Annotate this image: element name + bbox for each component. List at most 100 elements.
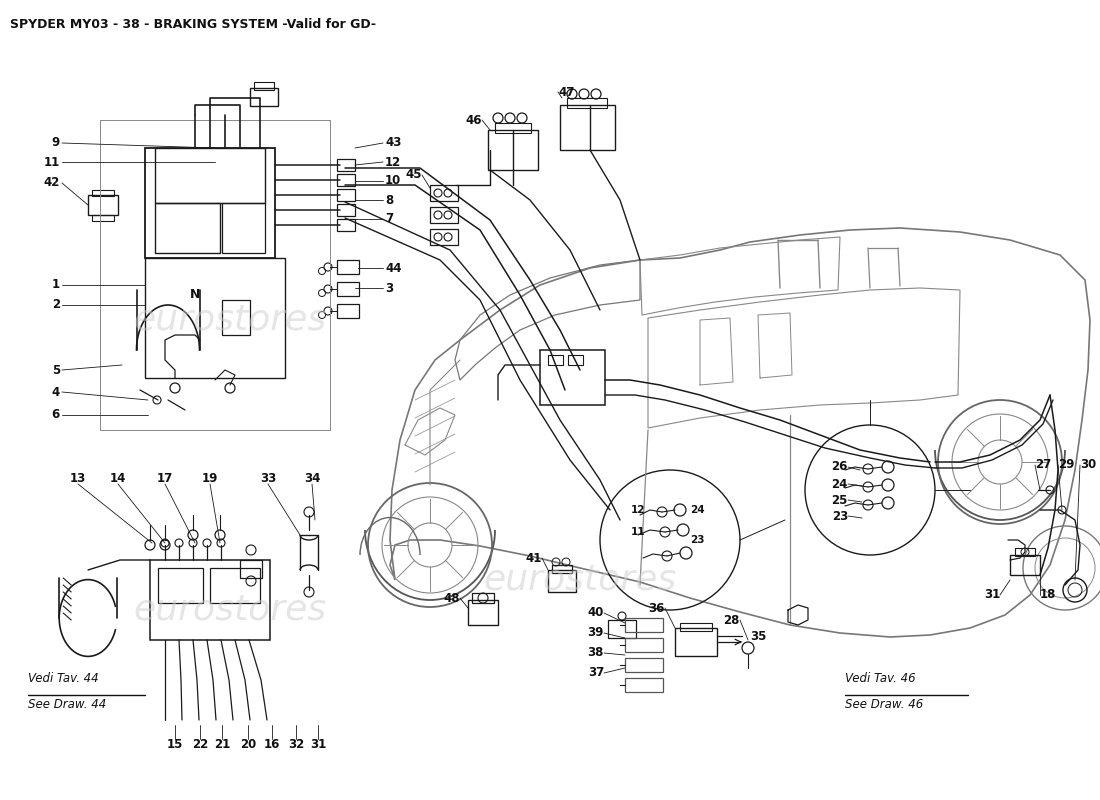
Text: 15: 15 <box>167 738 184 751</box>
Bar <box>150 560 270 640</box>
Text: Vedi Tav. 44: Vedi Tav. 44 <box>28 672 99 685</box>
Text: 37: 37 <box>587 666 604 679</box>
Text: 18: 18 <box>1040 589 1056 602</box>
Text: 2: 2 <box>52 298 60 311</box>
Bar <box>337 189 355 201</box>
Text: 20: 20 <box>240 738 256 751</box>
Text: 23: 23 <box>690 535 704 545</box>
Text: 26: 26 <box>832 461 848 474</box>
Bar <box>240 560 262 578</box>
Text: 17: 17 <box>157 471 173 485</box>
Bar <box>548 355 563 365</box>
Bar <box>568 355 583 365</box>
Bar <box>625 678 663 692</box>
Text: eurostores: eurostores <box>133 593 327 627</box>
Text: 35: 35 <box>750 630 767 642</box>
Bar <box>560 105 615 150</box>
Bar <box>337 304 359 318</box>
Bar <box>625 618 663 632</box>
Text: 41: 41 <box>526 551 542 565</box>
Text: 36: 36 <box>649 602 666 614</box>
Text: 40: 40 <box>587 606 604 619</box>
Text: 3: 3 <box>385 282 393 294</box>
Bar <box>337 204 355 216</box>
Bar <box>472 593 494 603</box>
Text: 25: 25 <box>832 494 848 506</box>
Bar <box>92 215 114 221</box>
Text: 11: 11 <box>630 527 645 537</box>
Bar <box>552 565 572 573</box>
Bar <box>495 123 531 133</box>
Text: 48: 48 <box>443 591 460 605</box>
Text: 23: 23 <box>832 510 848 522</box>
Text: 1: 1 <box>52 278 60 291</box>
Bar <box>92 190 114 196</box>
Text: 21: 21 <box>213 738 230 751</box>
Text: See Draw. 46: See Draw. 46 <box>845 698 923 711</box>
Text: SPYDER MY03 - 38 - BRAKING SYSTEM -Valid for GD-: SPYDER MY03 - 38 - BRAKING SYSTEM -Valid… <box>10 18 376 31</box>
Text: 29: 29 <box>1058 458 1075 471</box>
Bar <box>625 638 663 652</box>
Text: 28: 28 <box>724 614 740 626</box>
Text: 46: 46 <box>465 114 482 126</box>
Text: 30: 30 <box>1080 458 1097 471</box>
Text: 47: 47 <box>558 86 574 98</box>
Text: 45: 45 <box>406 169 422 182</box>
Text: 44: 44 <box>385 262 402 274</box>
Text: 31: 31 <box>983 589 1000 602</box>
Text: 9: 9 <box>52 137 60 150</box>
Bar <box>625 658 663 672</box>
Bar <box>430 207 458 223</box>
Bar <box>488 130 538 170</box>
Bar <box>337 219 355 231</box>
Text: eurostores: eurostores <box>133 303 327 337</box>
Bar <box>155 203 220 253</box>
Bar <box>337 174 355 186</box>
Bar <box>430 229 458 245</box>
Bar <box>337 260 359 274</box>
Text: 4: 4 <box>52 386 60 398</box>
Bar <box>548 570 576 592</box>
Text: 22: 22 <box>191 738 208 751</box>
Text: eurostores: eurostores <box>483 563 676 597</box>
Text: See Draw. 44: See Draw. 44 <box>28 698 107 711</box>
Text: 38: 38 <box>587 646 604 659</box>
Bar <box>1010 555 1040 575</box>
Text: 42: 42 <box>44 177 60 190</box>
Bar <box>1015 548 1035 556</box>
Bar <box>155 148 265 203</box>
Bar <box>675 628 717 656</box>
Text: 19: 19 <box>201 471 218 485</box>
Text: N: N <box>190 289 200 302</box>
Bar <box>145 258 285 378</box>
Bar <box>250 88 278 106</box>
Text: 14: 14 <box>110 471 126 485</box>
Bar <box>566 98 607 108</box>
Text: 12: 12 <box>385 155 402 169</box>
Text: 39: 39 <box>587 626 604 639</box>
Bar <box>222 300 250 335</box>
Bar <box>337 282 359 296</box>
Text: 11: 11 <box>44 155 60 169</box>
Bar <box>222 203 265 253</box>
Bar <box>680 623 712 631</box>
Bar <box>608 620 636 638</box>
Text: 7: 7 <box>385 213 393 226</box>
Text: 43: 43 <box>385 137 402 150</box>
Bar <box>254 82 274 90</box>
Bar <box>540 350 605 405</box>
Bar <box>430 185 458 201</box>
Bar <box>158 568 204 603</box>
Text: 32: 32 <box>288 738 304 751</box>
Text: 33: 33 <box>260 471 276 485</box>
Text: 12: 12 <box>630 505 645 515</box>
Text: 31: 31 <box>310 738 326 751</box>
Text: 10: 10 <box>385 174 402 187</box>
Bar <box>337 159 355 171</box>
Text: Vedi Tav. 46: Vedi Tav. 46 <box>845 672 915 685</box>
Bar <box>145 148 275 258</box>
Bar <box>88 195 118 215</box>
Text: 16: 16 <box>264 738 280 751</box>
Text: 34: 34 <box>304 471 320 485</box>
Text: 8: 8 <box>385 194 394 206</box>
